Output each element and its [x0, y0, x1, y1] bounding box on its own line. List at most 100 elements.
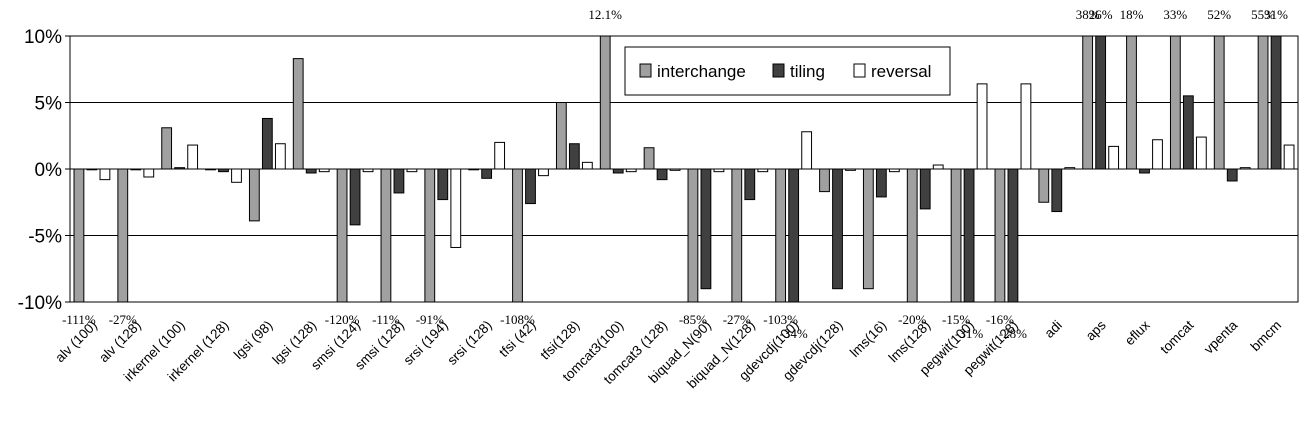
- data-annotation: 52%: [1207, 7, 1231, 22]
- bar-interchange: [336, 168, 348, 303]
- bar-tiling: [1139, 168, 1150, 174]
- data-annotation: -27%: [109, 312, 137, 327]
- y-tick-label: 0%: [35, 160, 63, 181]
- bars: [73, 35, 1295, 303]
- legend-swatch-tiling: [772, 63, 785, 78]
- bar-interchange: [1126, 35, 1137, 170]
- bar-interchange: [424, 168, 436, 303]
- bar-reversal: [1283, 144, 1295, 170]
- data-annotation: -31%: [955, 326, 983, 341]
- x-tick-label: lms(16): [847, 318, 889, 360]
- bar-reversal: [625, 168, 637, 173]
- data-annotation: -20%: [898, 312, 926, 327]
- y-tick-label: -10%: [18, 293, 62, 314]
- bar-tiling: [656, 168, 668, 181]
- bar-interchange: [819, 168, 830, 193]
- bar-reversal: [1108, 145, 1120, 170]
- bar-interchange: [292, 58, 304, 170]
- bar-interchange: [599, 35, 611, 170]
- bar-reversal: [318, 168, 330, 173]
- bar-interchange: [862, 168, 874, 290]
- bar-reversal: [450, 168, 462, 248]
- bar-interchange: [380, 168, 392, 303]
- x-tick-label: tomcat: [1157, 317, 1196, 356]
- bar-reversal: [757, 168, 769, 173]
- bar-reversal: [406, 168, 418, 173]
- data-annotation: -111%: [62, 312, 96, 327]
- bar-interchange: [1082, 35, 1094, 170]
- bar-tiling: [875, 168, 887, 198]
- bar-reversal: [187, 144, 199, 170]
- y-axis: 10% 5% 0% -5% -10%: [18, 27, 70, 314]
- data-annotation: -16%: [986, 312, 1014, 327]
- bar-interchange: [1038, 168, 1050, 203]
- data-annotation: 26%: [1089, 7, 1113, 22]
- bar-reversal: [99, 168, 111, 181]
- legend-swatch-interchange: [639, 63, 652, 78]
- bar-interchange: [687, 168, 699, 303]
- bar-interchange: [1213, 35, 1225, 170]
- bar-interchange: [555, 102, 567, 170]
- y-tick-label: 10%: [24, 27, 62, 48]
- data-annotation: -27%: [723, 312, 751, 327]
- bar-reversal: [1239, 167, 1251, 170]
- bar-reversal: [888, 168, 900, 173]
- bar-reversal: [581, 161, 593, 170]
- data-annotations: -111% -27% -120% -11% -91% -108% 12.1% -85% -27%…: [62, 7, 1288, 341]
- bar-tiling: [919, 168, 931, 210]
- bar-interchange: [643, 147, 655, 170]
- x-tick-label: tfsi(128): [537, 318, 582, 363]
- bar-tiling: [437, 168, 449, 201]
- bar-reversal: [801, 131, 813, 170]
- bar-tiling: [525, 168, 536, 205]
- y-tick-label: 5%: [35, 94, 63, 115]
- x-tick-label: vpenta: [1201, 317, 1241, 357]
- bar-interchange: [994, 168, 1006, 303]
- bar-tiling: [963, 168, 975, 303]
- data-annotation: -15%: [942, 312, 970, 327]
- bar-interchange: [775, 168, 787, 303]
- bar-tiling: [86, 168, 98, 171]
- bar-tiling: [261, 117, 273, 170]
- legend-label: interchange: [657, 62, 746, 81]
- bar-tiling: [1226, 168, 1238, 182]
- bar-interchange: [248, 168, 260, 222]
- data-annotation: 18%: [1120, 7, 1144, 22]
- bar-tiling: [832, 168, 843, 290]
- bar-reversal: [538, 168, 549, 177]
- bar-tiling: [788, 168, 800, 303]
- legend: interchange tiling reversal: [624, 46, 951, 96]
- data-annotation: 31%: [1264, 7, 1288, 22]
- bar-tiling: [568, 143, 580, 170]
- x-tick-label: lgsi (98): [231, 318, 276, 363]
- bar-tiling: [1182, 95, 1194, 170]
- data-annotation: -91%: [416, 312, 444, 327]
- bar-reversal: [1152, 139, 1163, 170]
- bar-tiling: [1007, 168, 1019, 303]
- y-tick-label: -5%: [28, 227, 62, 248]
- legend-label: tiling: [790, 62, 825, 81]
- bar-reversal: [143, 168, 155, 178]
- bar-interchange: [906, 168, 918, 303]
- data-annotation: -34%: [780, 326, 808, 341]
- data-annotation: -28%: [999, 326, 1027, 341]
- bar-reversal: [976, 83, 988, 170]
- bar-tiling: [744, 168, 756, 201]
- bar-reversal: [669, 168, 681, 171]
- bar-tiling: [305, 168, 317, 174]
- bar-interchange: [1257, 35, 1269, 170]
- data-annotation: 12.1%: [588, 7, 622, 22]
- bar-interchange: [950, 168, 962, 303]
- bar-reversal: [1064, 167, 1076, 170]
- bar-reversal: [932, 164, 944, 170]
- bar-interchange: [205, 168, 216, 171]
- bar-tiling: [218, 168, 229, 173]
- data-annotation: -103%: [763, 312, 798, 327]
- legend-swatch-reversal: [853, 63, 866, 78]
- data-annotation: -108%: [500, 312, 535, 327]
- x-tick-label: bmcm: [1248, 318, 1285, 355]
- bar-reversal: [1020, 83, 1032, 170]
- data-annotation: -11%: [372, 312, 400, 327]
- bar-tiling: [1095, 35, 1107, 170]
- x-tick-label: srsi (128): [444, 318, 494, 368]
